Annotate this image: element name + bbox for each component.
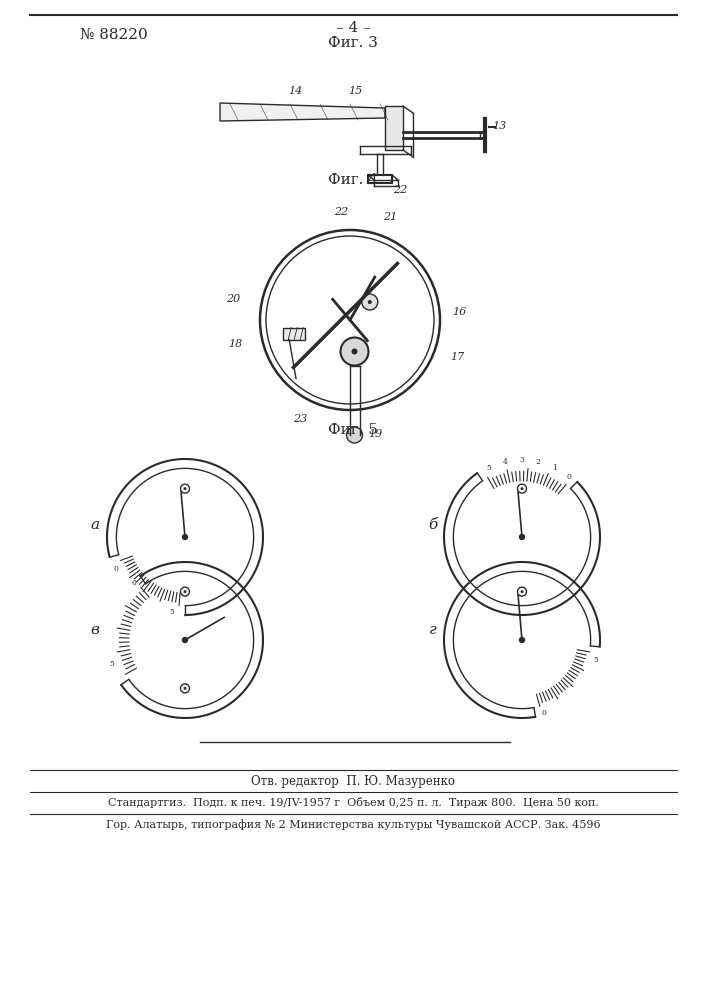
Text: № 88220: № 88220	[80, 28, 148, 42]
Circle shape	[362, 294, 378, 310]
Circle shape	[520, 534, 525, 540]
Circle shape	[341, 338, 368, 365]
Circle shape	[346, 427, 363, 443]
Polygon shape	[284, 328, 305, 340]
Polygon shape	[385, 106, 403, 150]
Text: а: а	[90, 518, 100, 532]
Circle shape	[351, 349, 358, 355]
Text: 2: 2	[535, 458, 540, 466]
Circle shape	[520, 590, 523, 593]
Text: Фиг. 4: Фиг. 4	[328, 173, 378, 187]
Text: 16: 16	[452, 307, 466, 317]
Text: 23: 23	[293, 414, 308, 424]
Text: в: в	[90, 623, 100, 637]
Text: 5: 5	[169, 608, 174, 616]
Circle shape	[184, 687, 187, 690]
Text: 0: 0	[132, 579, 136, 587]
Circle shape	[184, 590, 187, 593]
Circle shape	[368, 300, 372, 304]
Text: 21: 21	[383, 212, 397, 222]
Text: 20: 20	[226, 294, 240, 304]
Text: Стандартгиз.  Подп. к печ. 19/IV-1957 г  Объем 0,25 п. л.  Тираж 800.  Цена 50 к: Стандартгиз. Подп. к печ. 19/IV-1957 г О…	[107, 798, 598, 808]
Text: 5: 5	[110, 660, 115, 668]
Circle shape	[182, 638, 187, 643]
Circle shape	[182, 534, 187, 540]
Text: б: б	[428, 518, 438, 532]
Text: 13: 13	[492, 121, 506, 131]
Text: 22: 22	[393, 185, 407, 195]
Text: 0: 0	[113, 565, 118, 573]
Text: Фиг. 3: Фиг. 3	[328, 36, 378, 50]
Text: – 4 –: – 4 –	[336, 21, 370, 35]
Text: Фиг. 5: Фиг. 5	[328, 423, 378, 437]
Text: г: г	[429, 623, 437, 637]
Polygon shape	[220, 103, 385, 121]
Text: 17: 17	[450, 353, 464, 362]
Circle shape	[520, 638, 525, 643]
Text: Отв. редактор  П. Ю. Мазуренко: Отв. редактор П. Ю. Мазуренко	[251, 774, 455, 788]
Text: 19: 19	[368, 429, 382, 439]
Circle shape	[184, 487, 187, 490]
Text: 0: 0	[542, 709, 547, 717]
Text: 3: 3	[520, 456, 525, 464]
Text: 22: 22	[334, 207, 348, 217]
Text: 0: 0	[567, 473, 572, 481]
Text: Гор. Алатырь, типография № 2 Министерства культуры Чувашской АССР. Зак. 4596: Гор. Алатырь, типография № 2 Министерств…	[105, 820, 600, 830]
Circle shape	[520, 487, 523, 490]
Text: 5: 5	[594, 656, 598, 664]
Text: 4: 4	[502, 458, 507, 466]
Text: 15: 15	[348, 86, 362, 96]
Text: 14: 14	[288, 86, 302, 96]
Text: 18: 18	[228, 339, 242, 349]
Text: 5: 5	[486, 464, 491, 472]
Text: 1: 1	[552, 464, 557, 472]
